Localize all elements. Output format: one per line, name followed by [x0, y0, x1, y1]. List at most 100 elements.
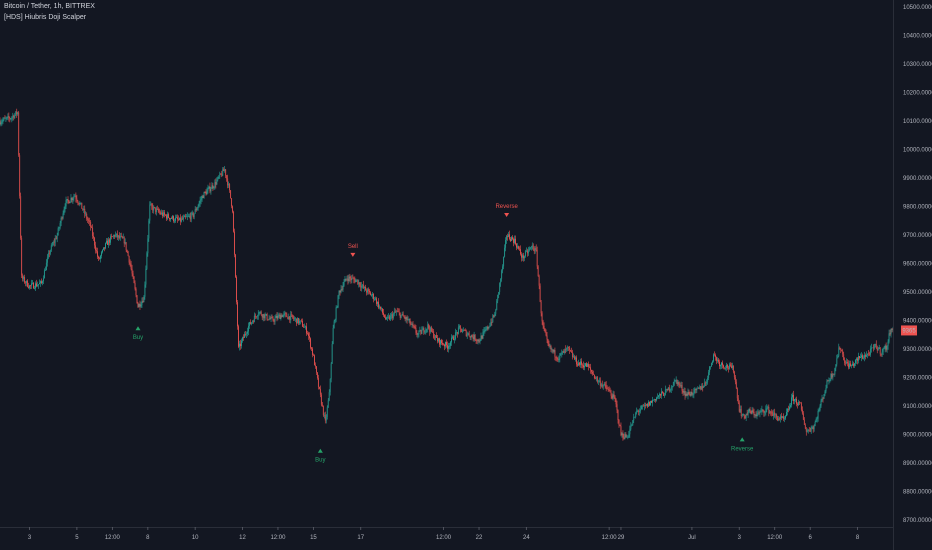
candle: [669, 388, 671, 393]
candle-body: [86, 213, 88, 219]
candle-body: [429, 328, 431, 332]
candle-body: [615, 399, 617, 405]
indicator-title[interactable]: [HDS] Hiubris Doji Scalper: [4, 14, 87, 21]
candle-body: [271, 317, 273, 318]
candle: [789, 403, 790, 411]
candle: [620, 422, 622, 437]
candle: [69, 201, 71, 204]
buy-signal: Buy: [315, 448, 326, 464]
candle-body: [322, 405, 324, 416]
candle-body: [348, 276, 350, 282]
candle: [770, 410, 772, 416]
candle-body: [612, 394, 614, 399]
candle: [251, 320, 253, 325]
candle: [778, 415, 780, 422]
candle: [158, 207, 160, 214]
candle-body: [281, 315, 283, 317]
candle: [250, 322, 252, 326]
candle: [150, 201, 152, 206]
candle-body: [121, 236, 123, 239]
candle: [859, 356, 860, 360]
candle-body: [704, 382, 706, 387]
candle: [651, 400, 652, 404]
candle: [237, 299, 238, 330]
candle-body: [755, 414, 757, 416]
candle-body: [705, 382, 707, 384]
candle-body: [11, 117, 13, 119]
time-axis[interactable]: 3 5 12:00 8 10 12 12:00 15 17 12:00 22 24 12:00 29 Jul…: [0, 527, 893, 541]
candle-body: [339, 291, 341, 293]
candle-body: [865, 355, 866, 357]
candle: [835, 364, 837, 372]
candle: [108, 237, 109, 248]
candle: [318, 386, 320, 390]
candle-body: [252, 321, 254, 323]
candle: [388, 314, 390, 321]
candle: [853, 361, 854, 368]
candle: [272, 315, 274, 322]
candle-body: [243, 337, 244, 338]
candle-body: [434, 337, 436, 339]
candle-body: [171, 218, 172, 219]
candle-body: [51, 244, 53, 246]
candle-body: [167, 214, 168, 219]
candle: [882, 347, 884, 356]
candle: [441, 338, 442, 345]
candle: [154, 206, 156, 209]
candle-body: [688, 392, 690, 395]
candle: [192, 211, 194, 219]
candle: [173, 215, 174, 223]
candle: [96, 247, 97, 254]
candle-body: [148, 220, 150, 239]
candle-body: [346, 278, 348, 280]
candle: [131, 264, 133, 277]
candle: [417, 332, 419, 339]
candle: [697, 386, 699, 389]
candle: [149, 201, 151, 224]
candle: [197, 204, 199, 211]
candle-body: [634, 416, 636, 418]
candle-body: [766, 407, 768, 409]
candle-body: [262, 314, 264, 318]
candle: [332, 324, 334, 345]
candle: [848, 360, 850, 370]
candle-body: [772, 413, 774, 416]
candle-body: [590, 367, 591, 370]
candle-body: [486, 326, 488, 330]
candle-body: [525, 250, 527, 252]
candle-body: [226, 175, 228, 179]
candle-body: [69, 201, 71, 204]
candle-body: [540, 301, 542, 314]
candle-body: [472, 336, 474, 340]
candle-body: [874, 344, 876, 345]
candle-body: [198, 203, 200, 206]
candle-body: [557, 359, 559, 361]
price-tick-label: 9200.000000: [903, 375, 932, 381]
candle-body: [631, 425, 633, 426]
candle: [87, 216, 89, 223]
candle: [385, 316, 387, 321]
candle-body: [446, 341, 447, 346]
up-triangle-icon: [739, 437, 745, 442]
candle-body: [676, 379, 678, 385]
candle: [414, 323, 416, 330]
candle-body: [824, 391, 826, 395]
candle: [33, 282, 34, 289]
signal-label: Sell: [348, 244, 358, 250]
candle-body: [12, 115, 14, 118]
candle: [225, 168, 227, 179]
candle: [242, 336, 243, 343]
symbol-title[interactable]: Bitcoin / Tether, 1h, BITTREX: [4, 3, 95, 10]
candle-body: [55, 238, 57, 240]
candle: [418, 330, 420, 338]
candle: [221, 170, 223, 178]
candle: [550, 344, 552, 353]
candle: [74, 194, 76, 197]
price-axis[interactable]: 8700.0000008800.0000008900.0000009000.00…: [893, 0, 932, 550]
candle: [814, 420, 816, 427]
candle: [170, 217, 171, 222]
candle-body: [863, 357, 864, 359]
candle-body: [818, 410, 820, 412]
